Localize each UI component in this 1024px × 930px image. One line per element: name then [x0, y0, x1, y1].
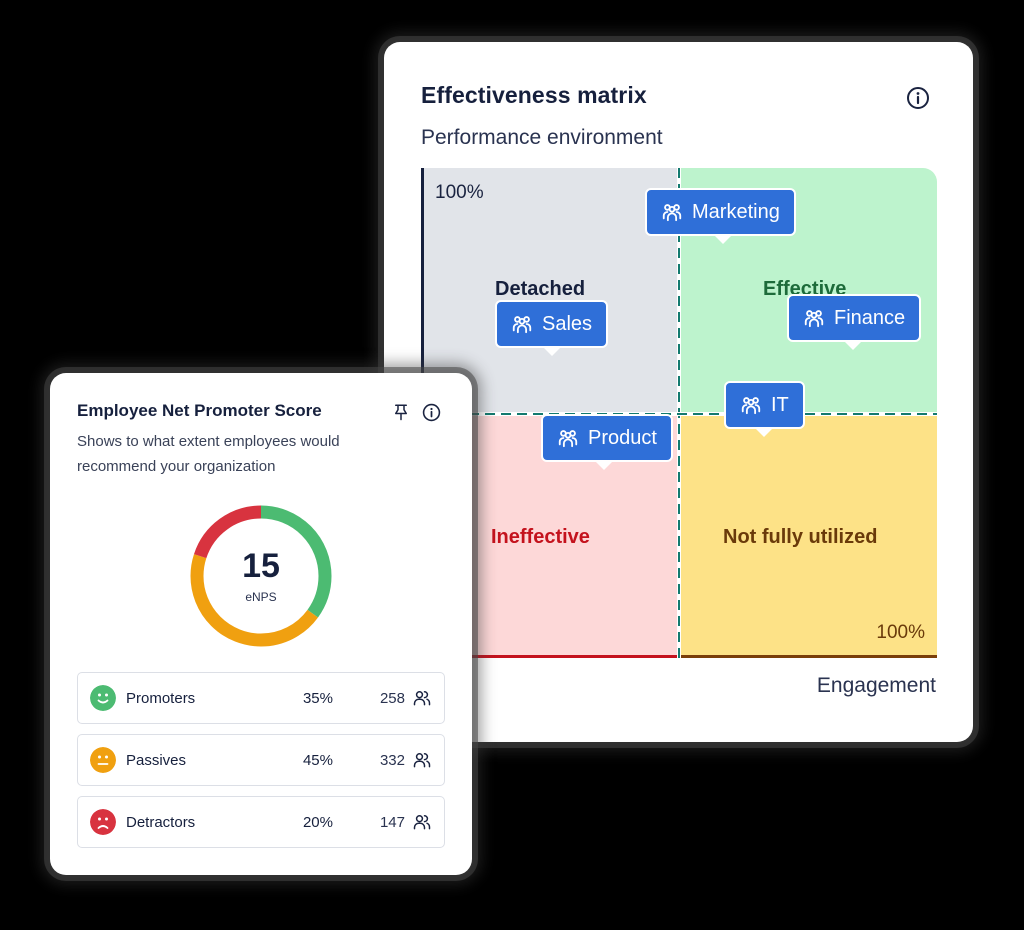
team-chip-label: Finance — [834, 306, 906, 329]
quadrant-label-not-fully-utilized: Not fully utilized — [723, 526, 878, 548]
team-chip-sales[interactable]: Sales — [495, 300, 609, 348]
quadrant-detached — [421, 168, 677, 412]
enps-score-label: eNPS — [245, 590, 277, 604]
row-percent: 45% — [302, 751, 333, 769]
x-axis-label: Engagement — [816, 674, 936, 697]
row-percent: 35% — [302, 689, 333, 707]
team-chip-it[interactable]: IT — [724, 381, 805, 429]
enps-score: 15 — [242, 547, 280, 585]
row-label: Passives — [126, 751, 187, 769]
x-axis-line-right — [681, 655, 937, 658]
team-chip-label: Product — [588, 426, 657, 449]
team-chip-marketing[interactable]: Marketing — [645, 188, 796, 236]
x-max-label: 100% — [876, 622, 925, 643]
y-axis-line — [421, 168, 424, 412]
list-item-detractors: Detractors 20% 147 — [77, 796, 445, 848]
team-icon — [558, 430, 578, 448]
enps-breakdown-list: Promoters 35% 258 Passives 45% 332 — [77, 672, 445, 858]
smile-face-icon — [90, 685, 116, 711]
y-max-label: 100% — [435, 182, 484, 203]
people-icon — [413, 753, 431, 768]
info-icon[interactable] — [906, 86, 930, 110]
people-icon — [413, 815, 431, 830]
row-label: Promoters — [126, 689, 196, 707]
donut-segment-passives — [190, 505, 332, 647]
enps-title: Employee Net Promoter Score — [77, 401, 322, 420]
team-chip-finance[interactable]: Finance — [787, 294, 922, 342]
info-icon[interactable] — [422, 403, 441, 422]
y-axis-label: Performance environment — [421, 126, 663, 149]
row-label: Detractors — [126, 813, 196, 831]
pin-icon[interactable] — [392, 403, 410, 421]
people-icon — [413, 691, 431, 706]
list-item-passives: Passives 45% 332 — [77, 734, 445, 786]
row-percent: 20% — [302, 813, 333, 831]
row-count: 258 — [379, 689, 405, 707]
horizontal-divider — [421, 412, 937, 416]
team-chip-label: IT — [771, 393, 789, 416]
quadrant-label-ineffective: Ineffective — [491, 526, 590, 548]
team-chip-label: Sales — [542, 312, 593, 335]
effectiveness-matrix-card: Effectiveness matrix Performance environ… — [384, 42, 973, 742]
team-icon — [512, 316, 532, 334]
team-chip-label: Marketing — [692, 200, 780, 223]
team-chip-product[interactable]: Product — [541, 414, 673, 462]
list-item-promoters: Promoters 35% 258 — [77, 672, 445, 724]
enps-donut-chart — [190, 505, 332, 647]
matrix-title: Effectiveness matrix — [421, 82, 647, 108]
neutral-face-icon — [90, 747, 116, 773]
row-count: 147 — [379, 813, 405, 831]
team-icon — [804, 310, 824, 328]
donut-segment-detractors — [190, 505, 332, 647]
matrix-grid: 100% 100% Detached Effective Ineffective… — [421, 168, 937, 658]
sad-face-icon — [90, 809, 116, 835]
row-count: 332 — [379, 751, 405, 769]
quadrant-not-fully-utilized — [681, 416, 937, 658]
team-icon — [741, 397, 761, 415]
enps-description: Shows to what extent employees would rec… — [77, 433, 340, 475]
quadrant-label-detached: Detached — [495, 278, 586, 300]
enps-card: Employee Net Promoter Score Shows to wha… — [50, 373, 472, 875]
x-axis-line-left — [421, 655, 677, 658]
team-icon — [662, 204, 682, 222]
